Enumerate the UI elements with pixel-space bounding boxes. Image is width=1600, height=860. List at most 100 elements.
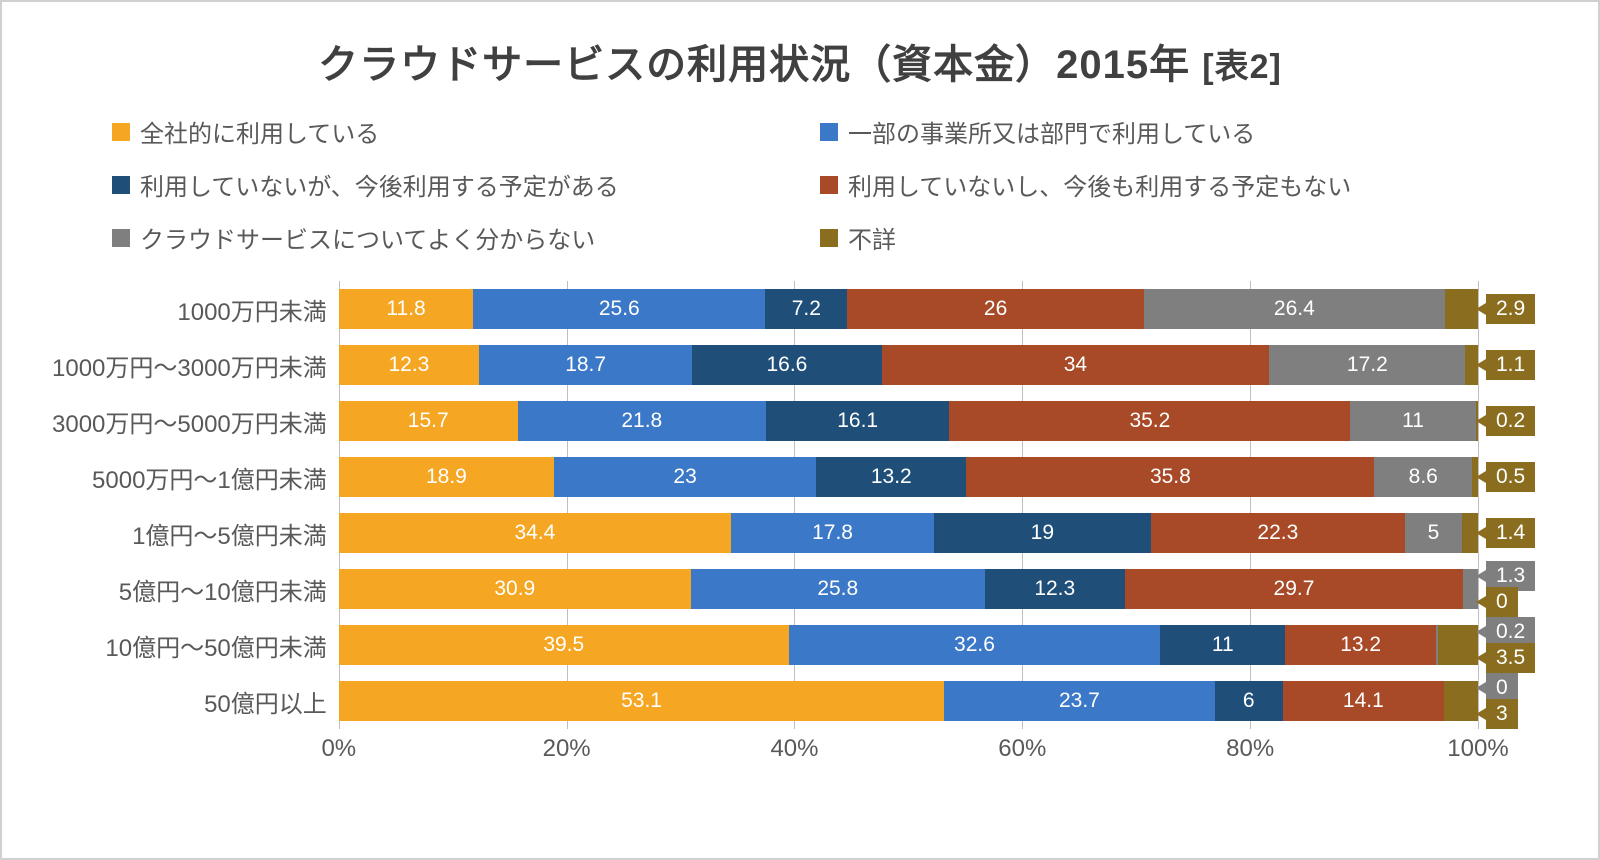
segment-value-label: 15.7 (408, 409, 449, 433)
segment-value-label: 12.3 (388, 353, 429, 377)
segment-value-label: 13.2 (871, 465, 912, 489)
segment-value-callout: 3 (1486, 699, 1518, 729)
legend-swatch (820, 176, 838, 194)
legend-swatch (112, 176, 130, 194)
bar-segment: 35.2 (949, 401, 1350, 441)
bar-segment: 29.7 (1125, 569, 1463, 609)
y-axis-label: 1億円～5億円未満 (52, 505, 327, 561)
bar-segment: 25.6 (473, 289, 765, 329)
legend-label: 利用していないし、今後も利用する予定もない (848, 167, 1351, 202)
bar-row: 30.925.812.329.71.30 (339, 561, 1478, 617)
bar-segment: 26.4 (1144, 289, 1445, 329)
x-axis-tick-label: 80% (1226, 735, 1274, 763)
stacked-bar: 11.825.67.2 26 26.4 (339, 289, 1478, 329)
bar-segment (1445, 289, 1478, 329)
y-axis-label: 5億円～10億円未満 (52, 561, 327, 617)
callout-arrow-icon (1476, 596, 1486, 608)
bar-segment: 14.1 (1283, 681, 1444, 721)
legend-swatch (820, 123, 838, 141)
bar-segment: 30.9 (339, 569, 691, 609)
callout-arrow-icon (1476, 359, 1486, 371)
bar-row: 11.825.67.22626.42.9 (339, 281, 1478, 337)
legend-item: 利用していないが、今後利用する予定がある (112, 167, 780, 202)
plot: 11.825.67.22626.42.912.318.716.63417.21.… (339, 281, 1478, 729)
bar-segment: 11 (1160, 625, 1285, 665)
bar-segment: 15.7 (339, 401, 518, 441)
stacked-bar: 39.532.61113.2 (339, 625, 1478, 665)
stacked-bar: 30.925.812.329.7 (339, 569, 1478, 609)
bar-segment: 11 (1350, 401, 1475, 441)
legend-swatch (820, 229, 838, 247)
bar-segment: 34.4 (339, 513, 731, 553)
chart-title: クラウドサービスの利用状況（資本金）2015年 [表2] (52, 32, 1548, 90)
bar-segment: 39.5 (339, 625, 789, 665)
callout-arrow-icon (1476, 527, 1486, 539)
bar-segment: 26 (847, 289, 1143, 329)
bar-row: 53.123.7614.103 (339, 673, 1478, 729)
stacked-bar: 18.92313.235.88.6 (339, 457, 1478, 497)
segment-value-label: 23.7 (1059, 689, 1100, 713)
segment-value-label: 12.3 (1034, 577, 1075, 601)
segment-value-label: 29.7 (1274, 577, 1315, 601)
legend-item: 一部の事業所又は部門で利用している (820, 114, 1488, 149)
segment-value-label: 32.6 (954, 633, 995, 657)
legend-label: 全社的に利用している (140, 114, 379, 149)
y-axis-label: 10億円～50億円未満 (52, 617, 327, 673)
segment-value-label: 53.1 (621, 689, 662, 713)
bar-segment: 53.1 (339, 681, 945, 721)
segment-value-label: 18.9 (426, 465, 467, 489)
y-axis-label: 3000万円～5000万円未満 (52, 393, 327, 449)
bar-row: 18.92313.235.88.60.5 (339, 449, 1478, 505)
segment-value-callout: 1.1 (1486, 350, 1535, 380)
bar-segment: 13.2 (816, 457, 966, 497)
legend: 全社的に利用している 一部の事業所又は部門で利用している利用していないが、今後利用… (52, 114, 1548, 281)
segment-value-label: 26 (984, 297, 1007, 321)
segment-value-label: 35.2 (1129, 409, 1170, 433)
bar-row: 34.417.81922.351.4 (339, 505, 1478, 561)
bar-segment: 8.6 (1374, 457, 1472, 497)
chart-title-sub: [表2] (1202, 48, 1282, 86)
callout-arrow-icon (1476, 471, 1486, 483)
segment-value-callout: 0.2 (1486, 406, 1535, 436)
callout-arrow-icon (1476, 708, 1486, 720)
legend-item: 利用していないし、今後も利用する予定もない (820, 167, 1488, 202)
stacked-bar: 12.318.716.63417.2 (339, 345, 1478, 385)
x-axis: 0%20%40%60%80%100% (339, 729, 1478, 769)
x-axis-tick-label: 20% (543, 735, 591, 763)
callout-arrow-icon (1476, 652, 1486, 664)
segment-value-callout: 2.9 (1486, 294, 1535, 324)
legend-label: クラウドサービスについてよく分からない (140, 220, 595, 255)
bar-segment: 7.2 (765, 289, 847, 329)
chart-area: 1000万円未満1000万円～3000万円未満3000万円～5000万円未満50… (52, 281, 1548, 769)
legend-item: 不詳 (820, 220, 1488, 255)
segment-value-callout: 3.5 (1486, 643, 1535, 673)
callout-arrow-icon (1476, 303, 1486, 315)
callout-arrow-icon (1476, 415, 1486, 427)
bar-segment: 17.8 (731, 513, 934, 553)
segment-value-callout: 1.4 (1486, 518, 1535, 548)
segment-value-label: 35.8 (1150, 465, 1191, 489)
legend-swatch (112, 123, 130, 141)
x-axis-tick-label: 60% (998, 735, 1046, 763)
bar-row: 39.532.61113.20.23.5 (339, 617, 1478, 673)
x-axis-tick-label: 40% (770, 735, 818, 763)
segment-value-label: 16.6 (766, 353, 807, 377)
segment-value-label: 6 (1243, 689, 1255, 713)
segment-value-label: 17.2 (1347, 353, 1388, 377)
segment-value-label: 26.4 (1274, 297, 1315, 321)
segment-value-label: 34 (1064, 353, 1087, 377)
segment-value-label: 19 (1031, 521, 1054, 545)
bar-segment: 23.7 (944, 681, 1214, 721)
bar-segment: 17.2 (1269, 345, 1465, 385)
legend-item: クラウドサービスについてよく分からない (112, 220, 780, 255)
bar-segment: 11.8 (339, 289, 474, 329)
segment-value-label: 21.8 (621, 409, 662, 433)
segment-value-label: 17.8 (812, 521, 853, 545)
stacked-bar: 34.417.81922.35 (339, 513, 1478, 553)
bars-container: 11.825.67.22626.42.912.318.716.63417.21.… (339, 281, 1478, 729)
bar-segment: 34 (882, 345, 1270, 385)
stacked-bar: 15.7 21.8 16.1 35.2 11 (339, 401, 1478, 441)
bar-segment: 16.1 (766, 401, 949, 441)
callout-arrow-icon (1476, 570, 1486, 582)
callout-arrow-icon (1476, 626, 1486, 638)
